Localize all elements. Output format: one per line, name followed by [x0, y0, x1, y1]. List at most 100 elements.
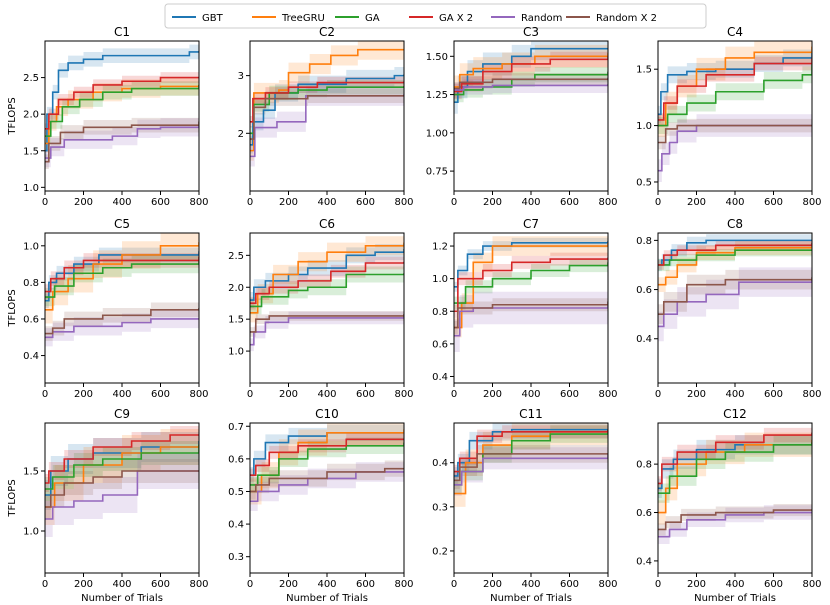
panel-title: C1 — [114, 25, 130, 39]
band-ga-x-2 — [454, 48, 608, 100]
series-line-ga-x-2 — [658, 57, 812, 121]
series-line-ga — [250, 273, 404, 308]
y-tick-label: 1.5 — [228, 315, 244, 326]
series-line-random-x-2 — [250, 314, 404, 333]
series-line-random — [454, 304, 608, 337]
band-random — [454, 442, 608, 496]
series-line-ga — [658, 442, 812, 494]
y-axis-label: TFLOPS — [7, 479, 18, 517]
series-line-ga-x-2 — [250, 261, 404, 305]
band-random-x-2 — [250, 88, 404, 147]
series-line-random-x-2 — [45, 121, 199, 163]
x-tick-label: 400 — [521, 389, 540, 400]
y-tick-label: 0.5 — [636, 177, 652, 188]
x-tick-label: 600 — [764, 197, 783, 208]
series-line-ga — [454, 71, 608, 96]
x-tick-label: 0 — [451, 579, 457, 590]
x-tick-label: 400 — [725, 389, 744, 400]
series-line-gbt — [250, 248, 404, 301]
panel-c2: 0 200 400 600 800 2 3 C2 — [238, 25, 414, 208]
legend-label-random-x-2: Random X 2 — [596, 13, 657, 24]
panel-c5: 0 200 400 600 800 0.4 0.6 0.8 1.0 C5 TFLOPS — [7, 217, 209, 400]
panel-c8: 0 200 400 600 800 0.4 0.6 0.8 C8 — [636, 217, 821, 400]
x-tick-label: 400 — [112, 389, 131, 400]
plot-area — [454, 233, 608, 353]
series-line-random — [45, 318, 199, 339]
series-line-gbt — [658, 52, 812, 116]
x-tick-label: 600 — [356, 579, 375, 590]
x-tick-label: 400 — [725, 197, 744, 208]
panel-c10: 0 200 400 600 800 0.3 0.4 0.5 0.6 0.7 C10 Number of… — [228, 407, 413, 604]
series-line-random-x-2 — [658, 277, 812, 315]
legend: GBT TreeGRU GA GA X 2 Random Random X 2 — [164, 3, 707, 29]
panel-c7: 0 200 400 600 800 0.4 0.6 0.8 1.0 1.2 C7 — [432, 217, 617, 400]
series-line-random — [45, 470, 199, 520]
x-tick-label: 200 — [74, 389, 93, 400]
y-tick-label: 0.4 — [228, 520, 244, 531]
panel-c4: 0 200 400 600 800 0.5 1.0 1.5 C4 — [636, 25, 821, 208]
series-line-ga-x-2 — [454, 257, 608, 313]
series-line-ga — [658, 63, 812, 127]
panel-title: C11 — [519, 407, 543, 421]
y-tick-label: 1.5 — [636, 65, 652, 76]
x-tick-label: 0 — [451, 197, 457, 208]
series-line-gbt — [454, 428, 608, 477]
series-line-ga — [45, 84, 199, 137]
band-ga — [658, 55, 812, 135]
band-ga — [45, 77, 199, 144]
band-ga — [250, 434, 404, 494]
x-tick-label: 800 — [189, 389, 208, 400]
series-line-random — [658, 279, 812, 328]
panel-title: C10 — [315, 407, 339, 421]
x-tick-label: 0 — [42, 389, 48, 400]
plot-area — [45, 426, 199, 537]
y-tick-label: 0.6 — [636, 508, 652, 519]
series-line-random-x-2 — [454, 77, 608, 90]
x-tick-label: 600 — [560, 197, 579, 208]
y-tick-label: 1.25 — [426, 90, 448, 101]
y-tick-label: 0.6 — [636, 285, 652, 296]
series-line-random — [658, 124, 812, 172]
x-tick-label: 400 — [317, 389, 336, 400]
x-tick-label: 200 — [74, 579, 93, 590]
y-tick-label: 0.6 — [23, 314, 39, 325]
x-axis-label: Number of Trials — [694, 593, 776, 604]
x-tick-label: 800 — [598, 389, 617, 400]
y-tick-label: 1.2 — [432, 242, 448, 253]
band-ga-x-2 — [658, 425, 812, 491]
legend-label-ga-x-2: GA X 2 — [439, 13, 473, 24]
band-random — [250, 83, 404, 167]
band-random — [658, 264, 812, 342]
y-tick-label: 1.50 — [426, 52, 448, 63]
x-tick-label: 200 — [279, 579, 298, 590]
plot-area — [454, 41, 608, 114]
y-tick-label: 0.6 — [432, 339, 448, 350]
x-tick-label: 200 — [687, 579, 706, 590]
series-line-random — [250, 315, 404, 346]
panel-title: C3 — [523, 25, 539, 39]
legend-label-ga: GA — [365, 13, 380, 24]
band-random-x-2 — [454, 445, 608, 490]
x-tick-label: 600 — [151, 389, 170, 400]
series-line-treegru — [45, 242, 199, 311]
panel-title: C8 — [727, 217, 743, 231]
y-tick-label: 1.00 — [426, 128, 448, 139]
series-line-gbt — [454, 241, 608, 288]
x-tick-label: 200 — [483, 389, 502, 400]
band-treegru — [250, 41, 404, 161]
x-tick-label: 0 — [451, 389, 457, 400]
band-random-x-2 — [250, 460, 404, 500]
panel-title: C6 — [319, 217, 335, 231]
x-tick-label: 400 — [112, 197, 131, 208]
series-line-ga-x-2 — [454, 56, 608, 93]
y-tick-label: 2.5 — [228, 251, 244, 262]
x-tick-label: 600 — [356, 197, 375, 208]
x-tick-label: 400 — [521, 197, 540, 208]
band-ga — [454, 63, 608, 103]
x-tick-label: 800 — [394, 579, 413, 590]
x-tick-label: 200 — [687, 389, 706, 400]
y-tick-label: 0.4 — [432, 458, 448, 469]
band-treegru — [658, 41, 812, 137]
